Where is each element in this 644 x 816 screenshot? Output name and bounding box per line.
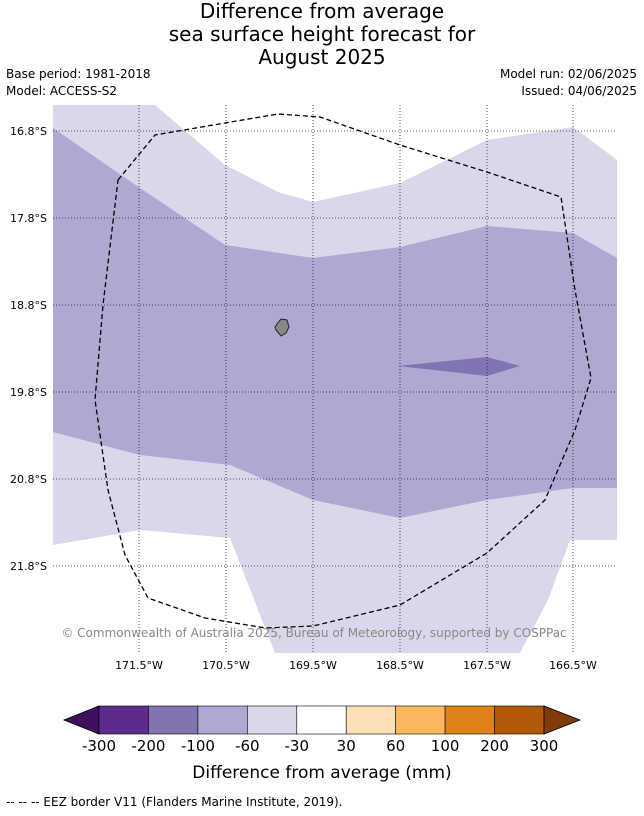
lon-label: 170.5°W (202, 659, 250, 672)
colorbar-cell (395, 705, 446, 735)
colorbar-cell (494, 705, 545, 735)
lon-label: 168.5°W (376, 659, 424, 672)
colorbar-tick-label: 100 (431, 737, 460, 755)
colorbar-cell (296, 705, 347, 735)
colorbar-label: Difference from average (mm) (192, 763, 451, 783)
grid-lines (53, 105, 617, 653)
footer-note: -- -- -- EEZ border V11 (Flanders Marine… (6, 795, 343, 809)
colorbar-tick-label: -60 (235, 737, 260, 755)
lat-label: 21.8°S (10, 560, 47, 573)
lat-label: 20.8°S (10, 473, 47, 486)
colorbar-cell (148, 705, 199, 735)
colorbar-tick-label: -300 (82, 737, 116, 755)
colorbar-cell (345, 705, 396, 735)
colorbar-tick-label: 60 (386, 737, 405, 755)
colorbar-tick-label: 300 (530, 737, 559, 755)
model-run: Model run: 02/06/2025 (499, 67, 637, 81)
lon-label: 167.5°W (463, 659, 511, 672)
colorbar-cell (197, 705, 248, 735)
issued-date: Issued: 04/06/2025 (521, 84, 637, 98)
colorbar-tick-label: -30 (285, 737, 310, 755)
colorbar-cell (247, 705, 298, 735)
lat-label: 16.8°S (10, 125, 47, 138)
base-period: Base period: 1981-2018 (6, 67, 151, 81)
lon-label: 166.5°W (549, 659, 597, 672)
island-shape (274, 318, 290, 337)
colorbar-left-arrow (62, 705, 100, 735)
lon-label: 171.5°W (115, 659, 163, 672)
title-line-2: sea surface height forecast for (168, 22, 476, 46)
colorbar-right-arrow (543, 705, 582, 735)
band-medium (53, 128, 617, 518)
colorbar-tick-label: 200 (480, 737, 509, 755)
meta-left: Base period: 1981-2018 Model: ACCESS-S2 (6, 66, 151, 100)
copyright-watermark: © Commonwealth of Australia 2025, Bureau… (61, 626, 566, 640)
lat-label: 18.8°S (10, 299, 47, 312)
lat-label: 17.8°S (10, 212, 47, 225)
lon-label: 169.5°W (289, 659, 337, 672)
colorbar-tick-label: -200 (131, 737, 165, 755)
model-name: Model: ACCESS-S2 (6, 84, 118, 98)
eez-border (94, 113, 592, 629)
colorbar-tick-label: 30 (337, 737, 356, 755)
title-line-3: August 2025 (258, 45, 386, 69)
colorbar-cell (444, 705, 495, 735)
title-line-1: Difference from average (199, 0, 445, 23)
anomaly-field (53, 105, 617, 653)
colorbar-tick-label: -100 (181, 737, 215, 755)
map-title: Difference from average sea surface heig… (0, 0, 644, 69)
band-dark-patch (398, 357, 520, 376)
lat-label: 19.8°S (10, 386, 47, 399)
colorbar-cell (98, 705, 149, 735)
colorbar: -300 -200 -100 -60 -30 30 60 100 200 300 (62, 705, 582, 755)
meta-right: Model run: 02/06/2025 Issued: 04/06/2025 (500, 66, 637, 100)
